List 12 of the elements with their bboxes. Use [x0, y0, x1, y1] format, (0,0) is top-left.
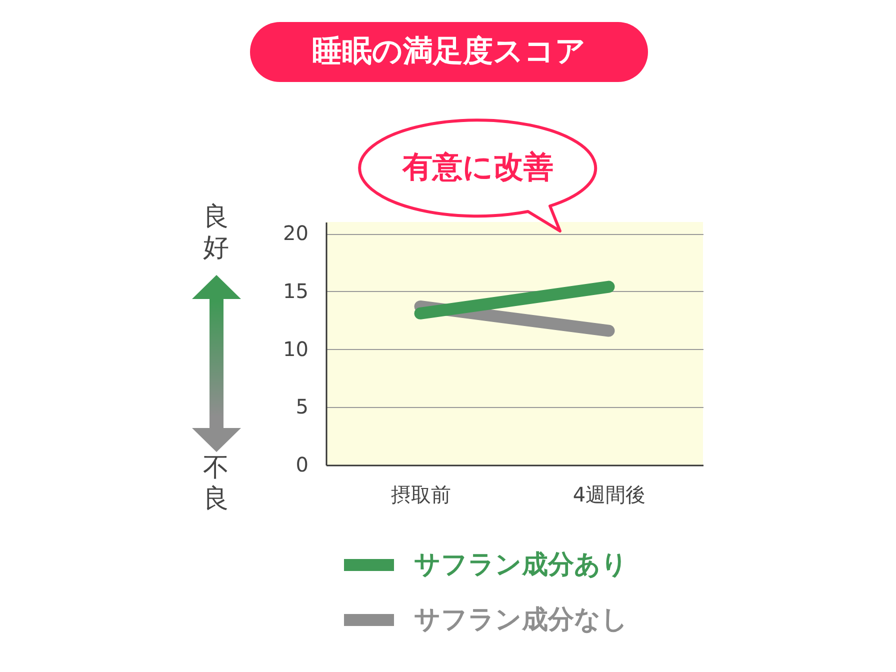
text: 不良	[202, 453, 230, 515]
text: 有意に改善	[401, 149, 554, 187]
x-tick-label: 4週間後	[572, 482, 646, 506]
legend-label: サフラン成分なし	[414, 605, 628, 635]
y-tick-label: 15	[283, 278, 308, 303]
y-tick-label: 5	[296, 394, 308, 419]
text: 良好	[202, 202, 230, 264]
x-tick-label: 摂取前	[390, 482, 451, 506]
y-tick-label: 20	[283, 221, 308, 246]
y-tick-label: 0	[296, 452, 308, 476]
y-tick-label: 10	[283, 336, 308, 361]
legend-label: サフラン成分あり	[414, 550, 628, 580]
